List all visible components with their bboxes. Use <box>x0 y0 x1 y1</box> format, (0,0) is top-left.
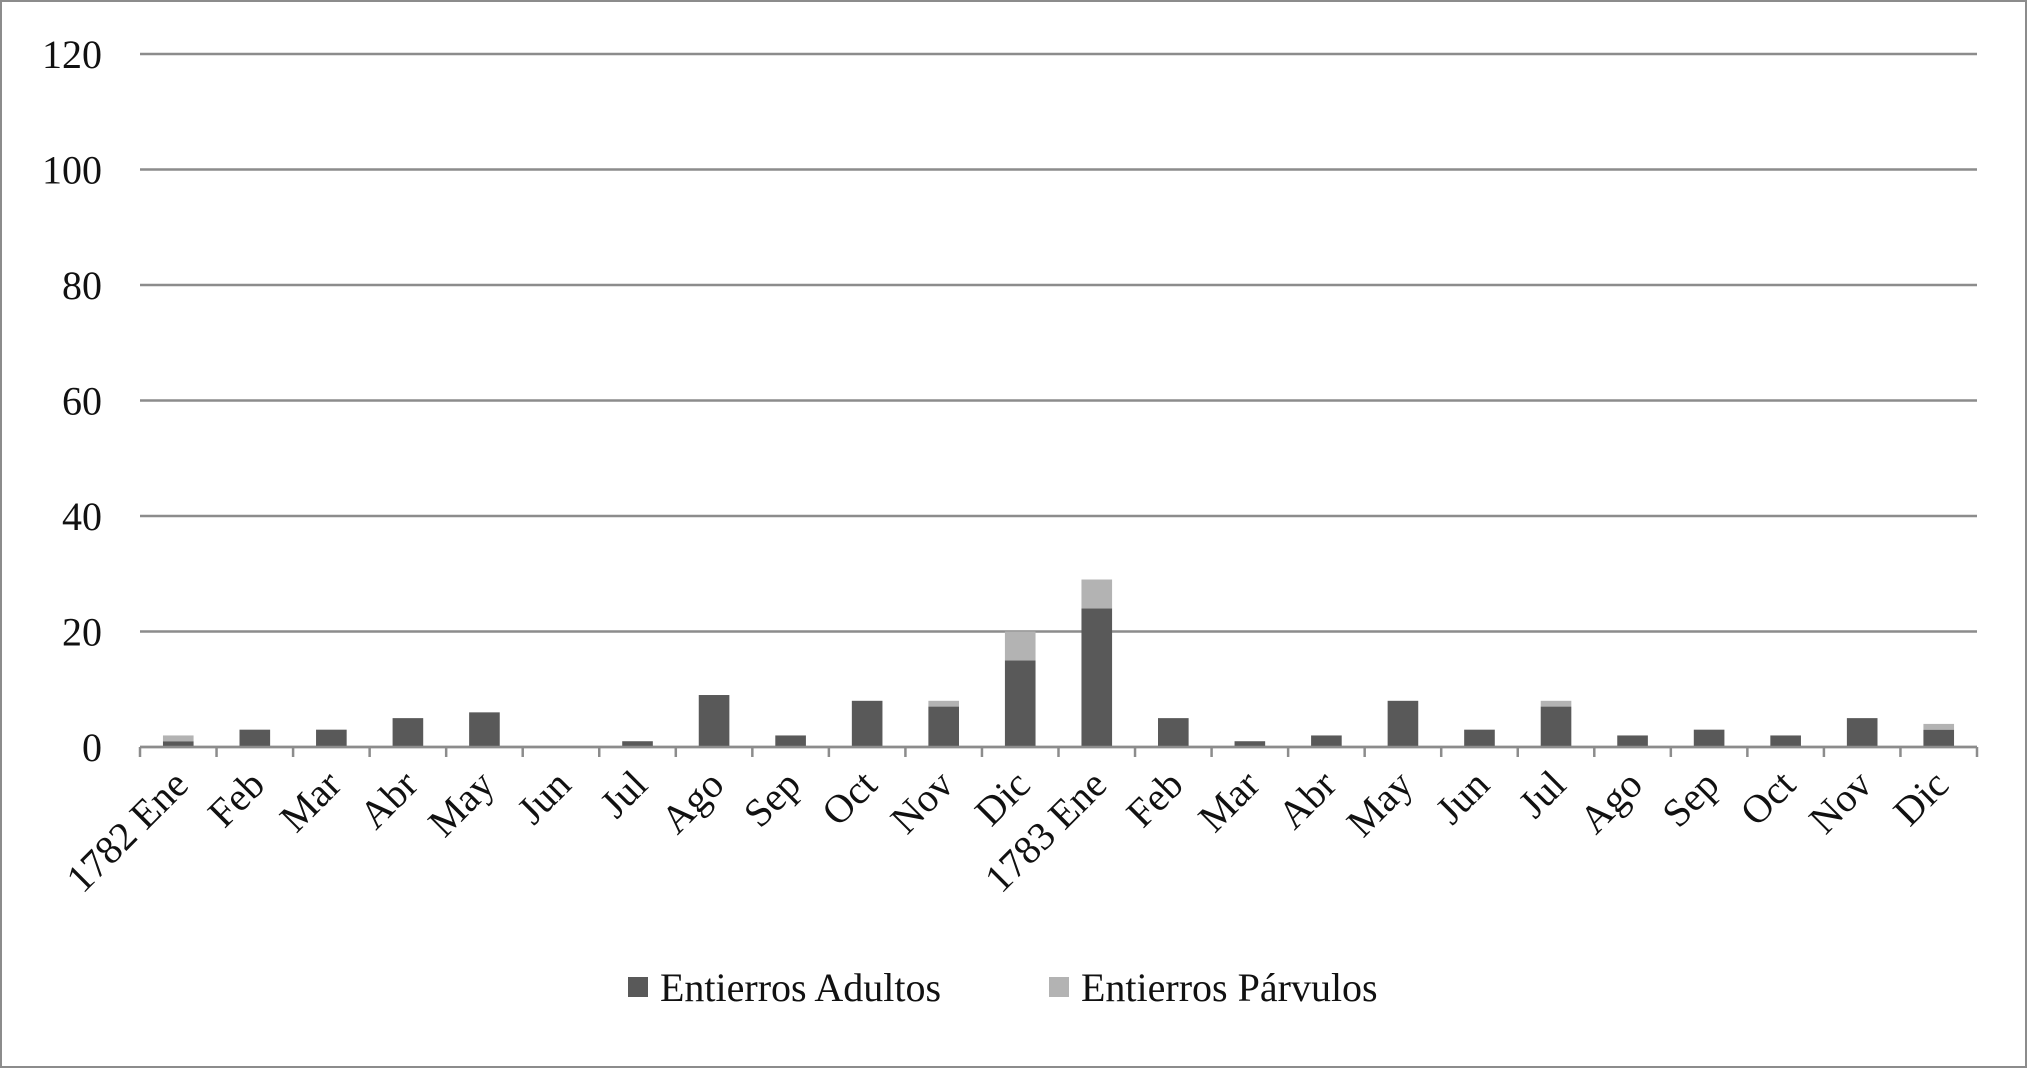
bar-adultos <box>851 700 883 747</box>
x-axis <box>138 745 1979 757</box>
x-tick-label: Abr <box>1269 762 1345 838</box>
x-tick-label: Jun <box>1427 762 1498 833</box>
bar-adultos <box>316 729 347 747</box>
bar-adultos <box>469 712 500 747</box>
x-tick-label: Feb <box>199 762 273 836</box>
x-tick-label: Sep <box>1653 762 1727 836</box>
x-tick-label: Ago <box>1570 762 1651 843</box>
x-tick-label: Dic <box>1884 762 1957 835</box>
x-tick-label: 1782 Ene <box>57 762 196 901</box>
y-tick-label: 100 <box>42 148 102 193</box>
legend-swatch-adultos <box>628 977 648 997</box>
x-tick-label: Jun <box>508 762 579 833</box>
x-tick-label: Nov <box>882 762 963 843</box>
bar-adultos <box>1693 729 1725 747</box>
x-tick-label: Nov <box>1800 762 1881 843</box>
bar-adultos <box>1617 735 1648 747</box>
legend-swatch-parvulos <box>1049 977 1069 997</box>
y-tick-label: 80 <box>62 263 102 308</box>
bar-adultos <box>622 741 653 747</box>
legend-label-parvulos: Entierros Párvulos <box>1081 965 1378 1010</box>
x-tick-label: Oct <box>813 762 886 835</box>
x-tick-label: Sep <box>735 762 809 836</box>
bar-adultos <box>1158 718 1189 747</box>
x-tick-label: Mar <box>1189 762 1268 841</box>
x-tick-label: May <box>419 762 503 846</box>
bar-parvulos <box>1923 723 1955 730</box>
x-tick-label: Oct <box>1731 762 1804 835</box>
bar-adultos <box>1004 660 1036 747</box>
y-tick-label: 120 <box>42 32 102 77</box>
x-tick-label: Mar <box>271 762 350 841</box>
x-tick-label: Jul <box>591 762 656 827</box>
x-tick-label: Abr <box>350 762 426 838</box>
bar-adultos <box>1464 729 1495 747</box>
gridlines <box>140 52 1977 749</box>
bar-parvulos <box>162 735 194 742</box>
bar-adultos <box>1387 700 1419 747</box>
bar-adultos <box>1846 718 1878 747</box>
y-tick-label: 40 <box>62 494 102 539</box>
bar-adultos <box>1311 735 1342 747</box>
x-tick-label: Ago <box>652 762 733 843</box>
y-axis-ticks: 0 20 40 60 80 100 120 <box>42 32 102 770</box>
bar-adultos <box>1770 735 1801 747</box>
bar-adultos <box>928 706 959 747</box>
bar-adultos <box>1540 706 1572 747</box>
bar-adultos <box>239 729 271 747</box>
bar-adultos <box>162 741 194 747</box>
bar-adultos <box>392 718 424 747</box>
x-tick-label: Feb <box>1117 762 1191 836</box>
y-tick-label: 20 <box>62 610 102 655</box>
x-tick-label: May <box>1338 762 1422 846</box>
legend: Entierros Adultos Entierros Párvulos <box>628 965 1378 1010</box>
y-tick-label: 60 <box>62 379 102 424</box>
x-tick-label: Jul <box>1510 762 1575 827</box>
bar-parvulos <box>1540 700 1572 707</box>
bar-adultos <box>1923 729 1955 747</box>
legend-label-adultos: Entierros Adultos <box>660 965 941 1010</box>
bar-parvulos <box>1081 579 1113 609</box>
bar-parvulos <box>928 700 959 707</box>
bars <box>162 579 1955 747</box>
y-tick-label: 0 <box>82 725 102 770</box>
bar-parvulos <box>1004 631 1036 661</box>
bar-adultos <box>698 695 730 747</box>
bar-adultos <box>1234 741 1266 747</box>
bar-adultos <box>775 735 806 747</box>
bar-adultos <box>1081 608 1113 747</box>
